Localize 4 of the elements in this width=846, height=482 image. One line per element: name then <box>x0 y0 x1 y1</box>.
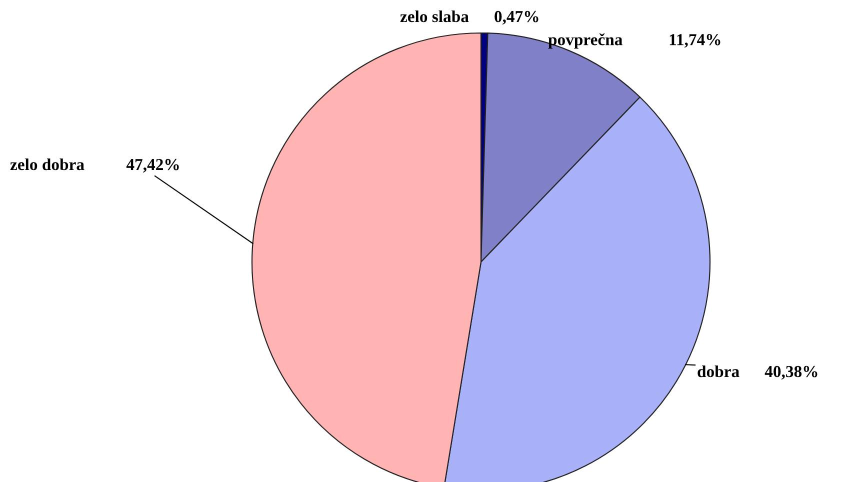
slice-label: zelo dobra 47,42% <box>10 158 179 173</box>
slice-label: dobra 40,38% <box>698 365 818 380</box>
slice-label: zelo slaba 0,47% <box>400 10 538 25</box>
slice-label: povprečna 11,74% <box>548 33 720 49</box>
